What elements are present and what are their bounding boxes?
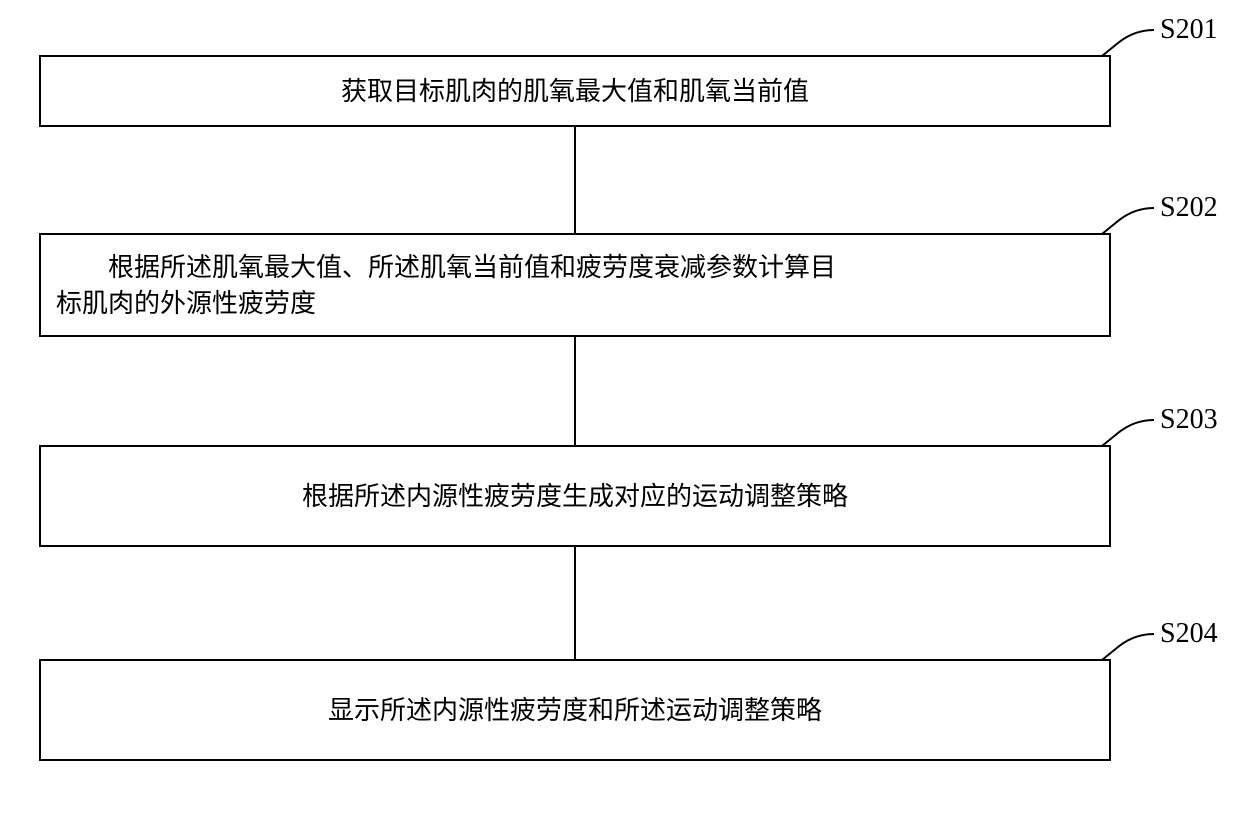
flow-step-S204: 显示所述内源性疲劳度和所述运动调整策略 bbox=[40, 660, 1110, 760]
step-text: 标肌肉的外源性疲劳度 bbox=[56, 289, 316, 318]
flowchart: 获取目标肌肉的肌氧最大值和肌氧当前值 根据所述肌氧最大值、所述肌氧当前值和疲劳度… bbox=[0, 0, 1240, 828]
flow-step-S203: 根据所述内源性疲劳度生成对应的运动调整策略 bbox=[40, 446, 1110, 546]
flow-step-S201: 获取目标肌肉的肌氧最大值和肌氧当前值 bbox=[40, 56, 1110, 126]
step-text: 根据所述肌氧最大值、所述肌氧当前值和疲劳度衰减参数计算目 bbox=[56, 253, 836, 282]
step-label-hook bbox=[1102, 208, 1154, 234]
step-text: 显示所述内源性疲劳度和所述运动调整策略 bbox=[328, 696, 822, 725]
step-label-hook bbox=[1102, 30, 1154, 56]
step-label-hook bbox=[1102, 634, 1154, 660]
step-label: S202 bbox=[1160, 192, 1218, 223]
step-label: S203 bbox=[1160, 404, 1218, 435]
step-text: 根据所述内源性疲劳度生成对应的运动调整策略 bbox=[302, 482, 848, 511]
step-box bbox=[40, 234, 1110, 336]
flow-step-S202: 根据所述肌氧最大值、所述肌氧当前值和疲劳度衰减参数计算目标肌肉的外源性疲劳度 bbox=[40, 234, 1110, 336]
step-label-hook bbox=[1102, 420, 1154, 446]
step-label: S204 bbox=[1160, 618, 1218, 649]
step-label: S201 bbox=[1160, 14, 1218, 45]
step-text: 获取目标肌肉的肌氧最大值和肌氧当前值 bbox=[341, 77, 809, 106]
